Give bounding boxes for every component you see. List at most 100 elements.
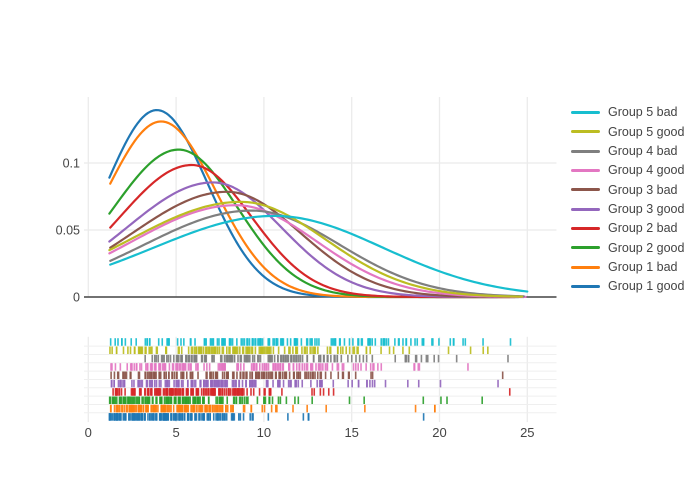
rug-tick [181, 363, 184, 371]
rug-tick [146, 404, 148, 413]
rug-tick [215, 404, 217, 413]
rug-tick [177, 346, 180, 355]
rug-tick [268, 388, 271, 396]
rug-tick [244, 354, 246, 363]
rug-tick [282, 338, 285, 346]
rug-tick [347, 371, 350, 380]
main-plot-drag-area[interactable] [84, 97, 557, 297]
rug-tick [127, 396, 130, 405]
rug-tick [182, 396, 184, 405]
rug-tick [138, 379, 141, 388]
rug-tick [271, 371, 274, 380]
rug-tick [276, 363, 279, 371]
rug-tick [146, 388, 149, 396]
rug-tick [190, 346, 193, 355]
rug-tick [165, 396, 167, 405]
rug-tick [209, 388, 212, 396]
rug-tick [236, 371, 238, 380]
rug-tick [185, 396, 188, 405]
rug-tick [239, 413, 242, 421]
legend-item-group-1-bad[interactable]: Group 1 bad [571, 258, 684, 277]
rug-tick [203, 396, 205, 405]
legend-item-group-3-good[interactable]: Group 3 good [571, 200, 684, 219]
rug-tick [195, 363, 197, 371]
rug-tick [331, 363, 334, 371]
rug-plot-drag-area[interactable] [84, 337, 557, 422]
rug-tick [318, 338, 320, 346]
rug-tick [501, 371, 504, 380]
rug-tick [385, 338, 388, 346]
x-tick-label: 10 [257, 425, 271, 440]
legend-item-label: Group 1 bad [608, 260, 678, 275]
rug-tick [222, 363, 225, 371]
rug-tick [176, 413, 178, 421]
rug-tick [455, 354, 458, 363]
rug-tick [187, 363, 190, 371]
rug-tick [249, 379, 251, 388]
rug-tick [281, 388, 283, 396]
rug-tick [140, 363, 143, 371]
rug-tick [144, 413, 146, 421]
rug-tick [155, 346, 158, 355]
legend-item-group-2-good[interactable]: Group 2 good [571, 238, 684, 257]
rug-tick [180, 371, 182, 380]
kde-curve-group-3-bad [109, 190, 522, 299]
rug-tick [304, 371, 306, 380]
rug-tick [111, 413, 114, 421]
rug-tick [310, 379, 312, 388]
rug-tick [295, 354, 298, 363]
rug-tick [155, 388, 157, 396]
rug-tick [153, 354, 156, 363]
rug-tick [195, 404, 198, 413]
legend-item-group-3-bad[interactable]: Group 3 bad [571, 180, 684, 199]
rug-tick [213, 354, 215, 363]
rug-tick [187, 388, 189, 396]
rug-tick [173, 396, 176, 405]
rug-tick [398, 338, 400, 346]
rug-tick [213, 379, 215, 388]
rug-tick [289, 338, 292, 346]
rug-tick [315, 363, 317, 371]
legend-item-group-5-good[interactable]: Group 5 good [571, 122, 684, 141]
rug-tick [228, 338, 231, 346]
legend-line-swatch [571, 188, 600, 192]
rug-tick [205, 338, 207, 346]
rug-tick [124, 338, 127, 346]
rug-tick [265, 346, 267, 355]
legend-item-group-4-good[interactable]: Group 4 good [571, 161, 684, 180]
rug-tick [133, 346, 136, 355]
rug-tick [306, 354, 309, 363]
rug-tick [309, 346, 311, 355]
rug-tick [332, 388, 335, 396]
rug-tick [152, 396, 154, 405]
rug-tick [211, 379, 213, 388]
legend-item-label: Group 2 bad [608, 221, 678, 236]
rug-tick [121, 338, 123, 346]
rug-tick [413, 363, 415, 371]
rug-tick [319, 354, 322, 363]
rug-tick [207, 346, 210, 355]
rug-tick [205, 346, 208, 355]
rug-tick [276, 379, 279, 388]
legend-line-swatch [571, 246, 600, 250]
rug-tick [247, 396, 249, 405]
rug-tick [306, 338, 309, 346]
rug-tick [127, 346, 129, 355]
rug-tick [190, 363, 192, 371]
legend-item-group-4-bad[interactable]: Group 4 bad [571, 142, 684, 161]
rug-tick [360, 363, 362, 371]
rug-tick [281, 338, 284, 346]
rug-tick [160, 404, 163, 413]
rug-tick [421, 338, 424, 346]
legend-item-group-1-good[interactable]: Group 1 good [571, 277, 684, 296]
rug-tick [314, 371, 316, 380]
rug-tick [198, 413, 200, 421]
rug-tick [300, 338, 303, 346]
rug-tick [228, 346, 230, 355]
rug-tick [195, 354, 197, 363]
legend-item-group-2-bad[interactable]: Group 2 bad [571, 219, 684, 238]
rug-tick [195, 413, 198, 421]
legend-item-group-5-bad[interactable]: Group 5 bad [571, 103, 684, 122]
rug-tick [193, 346, 196, 355]
rug-tick [205, 379, 208, 388]
